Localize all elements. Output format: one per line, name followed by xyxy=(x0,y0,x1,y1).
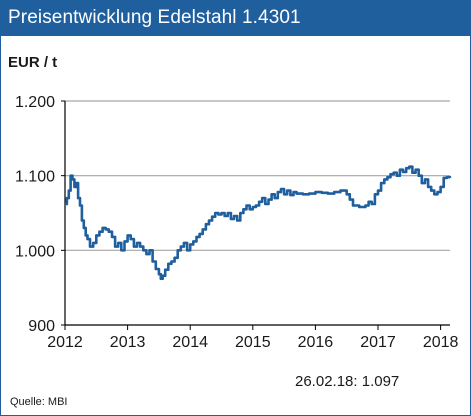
x-tick-label-2013: 2013 xyxy=(110,334,146,351)
x-tick-label-2018: 2018 xyxy=(423,334,459,351)
x-tick-label-2014: 2014 xyxy=(172,334,208,351)
x-tick-label-2012: 2012 xyxy=(47,334,83,351)
last-value-number: 1.097 xyxy=(361,373,400,390)
y-tick-label-1000: 1.000 xyxy=(15,243,55,260)
x-tick-label-2016: 2016 xyxy=(298,334,334,351)
x-tick-label-2017: 2017 xyxy=(360,334,396,351)
chart-title: Preisentwicklung Edelstahl 1.4301 xyxy=(8,7,301,28)
last-value-date: 26.02.18: xyxy=(295,373,358,390)
last-value-readout: 26.02.18: 1.097 xyxy=(295,373,399,390)
title-bar: Preisentwicklung Edelstahl 1.4301 xyxy=(0,0,471,36)
unit-label: EUR / t xyxy=(8,54,58,71)
y-tick-label-1100: 1.100 xyxy=(15,169,55,186)
y-tick-label-900: 900 xyxy=(28,318,55,335)
x-tick-label-2015: 2015 xyxy=(235,334,271,351)
source-note: Quelle: MBI xyxy=(10,396,68,408)
series-line-0 xyxy=(65,165,452,280)
y-tick-label-1200: 1.200 xyxy=(15,94,55,111)
